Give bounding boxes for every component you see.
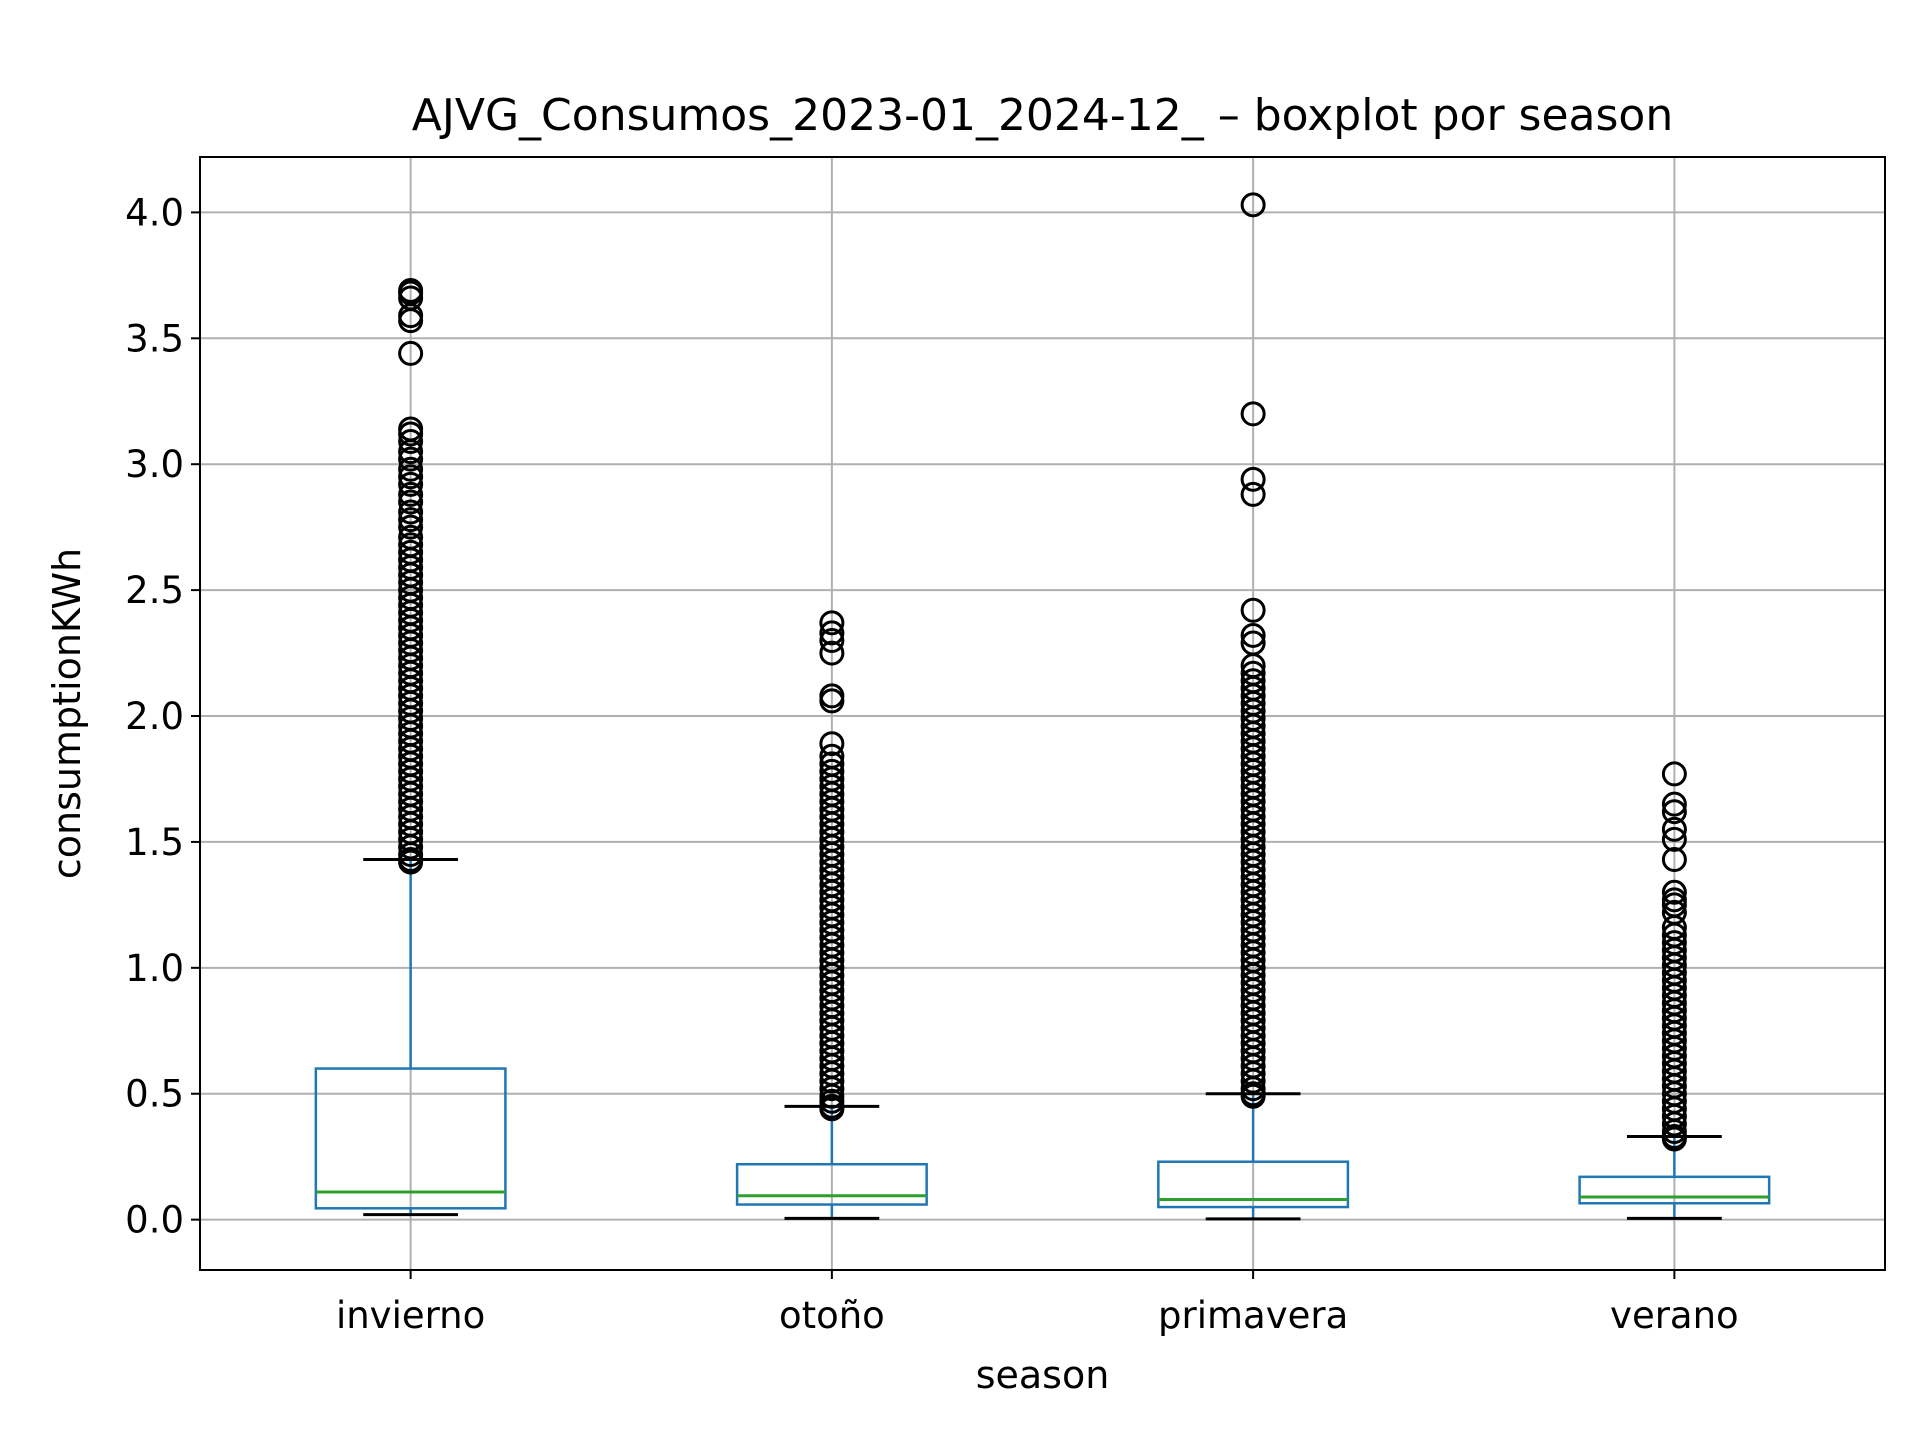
- outlier-point: [1661, 791, 1687, 817]
- outlier-point: [398, 446, 424, 472]
- outlier-point: [398, 421, 424, 447]
- outlier-point: [819, 688, 845, 714]
- x-axis-ticks: invierno otoño primavera verano: [336, 1270, 1739, 1337]
- outlier-point: [1240, 1068, 1266, 1094]
- outlier-point: [1240, 597, 1266, 623]
- outlier-point: [819, 1076, 845, 1102]
- box-verano: [1578, 1135, 1771, 1220]
- outlier-point: [819, 620, 845, 646]
- outlier-point: [819, 640, 845, 666]
- outlier-point: [398, 507, 424, 533]
- chart-title: AJVG_Consumos_2023-01_2024-12_ – boxplot…: [412, 90, 1673, 141]
- outlier-series: [398, 192, 1687, 1152]
- outlier-point: [398, 456, 424, 482]
- plot-frame: [199, 156, 1886, 1271]
- y-tick-label: 2.0: [125, 695, 184, 738]
- outlier-point: [819, 1068, 845, 1094]
- outlier-point: [1240, 1083, 1266, 1109]
- outlier-point: [819, 610, 845, 636]
- outlier-point: [1240, 192, 1266, 218]
- box-series: [314, 858, 1771, 1221]
- y-tick-label: 0.5: [125, 1073, 184, 1116]
- box-invierno: [314, 858, 507, 1217]
- outlier-point: [398, 340, 424, 366]
- outliers-otoño: [819, 610, 845, 1122]
- outlier-point: [1661, 799, 1687, 825]
- x-axis-label: season: [976, 1353, 1110, 1397]
- outlier-point: [1661, 826, 1687, 852]
- y-tick-label: 1.0: [125, 947, 184, 990]
- outlier-point: [1661, 847, 1687, 873]
- outlier-point: [398, 834, 424, 860]
- outlier-point: [819, 627, 845, 653]
- outlier-point: [1661, 1111, 1687, 1137]
- box-iqr: [1578, 1175, 1771, 1205]
- outlier-point: [819, 1096, 845, 1122]
- outlier-point: [398, 849, 424, 875]
- box-iqr: [735, 1162, 928, 1206]
- outlier-point: [1240, 401, 1266, 427]
- outlier-point: [398, 439, 424, 465]
- y-tick-label: 2.5: [125, 569, 184, 612]
- outlier-point: [398, 481, 424, 507]
- grid-lines: [200, 157, 1885, 1270]
- outlier-point: [398, 489, 424, 515]
- outlier-point: [398, 429, 424, 455]
- outlier-point: [1661, 816, 1687, 842]
- x-tick-label: otoño: [779, 1294, 885, 1337]
- y-axis-ticks: 0.0 0.5 1.0 1.5 2.0 2.5 3.0 3.5 4.0: [125, 191, 200, 1242]
- y-tick-label: 1.5: [125, 821, 184, 864]
- outlier-point: [398, 514, 424, 540]
- outlier-point: [398, 471, 424, 497]
- outliers-invierno: [398, 277, 424, 875]
- y-tick-label: 3.5: [125, 317, 184, 360]
- x-tick-label: primavera: [1158, 1294, 1348, 1337]
- outlier-point: [398, 499, 424, 525]
- x-tick-label: invierno: [336, 1294, 485, 1337]
- outliers-verano: [1661, 761, 1687, 1152]
- outlier-point: [1240, 481, 1266, 507]
- outlier-point: [819, 731, 845, 757]
- box-iqr: [1157, 1160, 1350, 1209]
- outlier-point: [398, 464, 424, 490]
- y-tick-label: 4.0: [125, 191, 184, 234]
- outlier-point: [1661, 879, 1687, 905]
- y-axis-label: consumptionKWh: [45, 548, 89, 879]
- outlier-point: [1240, 622, 1266, 648]
- outlier-point: [1240, 466, 1266, 492]
- outlier-point: [1661, 1126, 1687, 1152]
- box-iqr: [314, 1067, 507, 1210]
- outlier-point: [1661, 761, 1687, 787]
- y-tick-label: 3.0: [125, 443, 184, 486]
- outlier-point: [398, 308, 424, 334]
- outliers-primavera: [1240, 192, 1266, 1109]
- x-tick-label: verano: [1610, 1294, 1739, 1337]
- y-tick-label: 0.0: [125, 1199, 184, 1242]
